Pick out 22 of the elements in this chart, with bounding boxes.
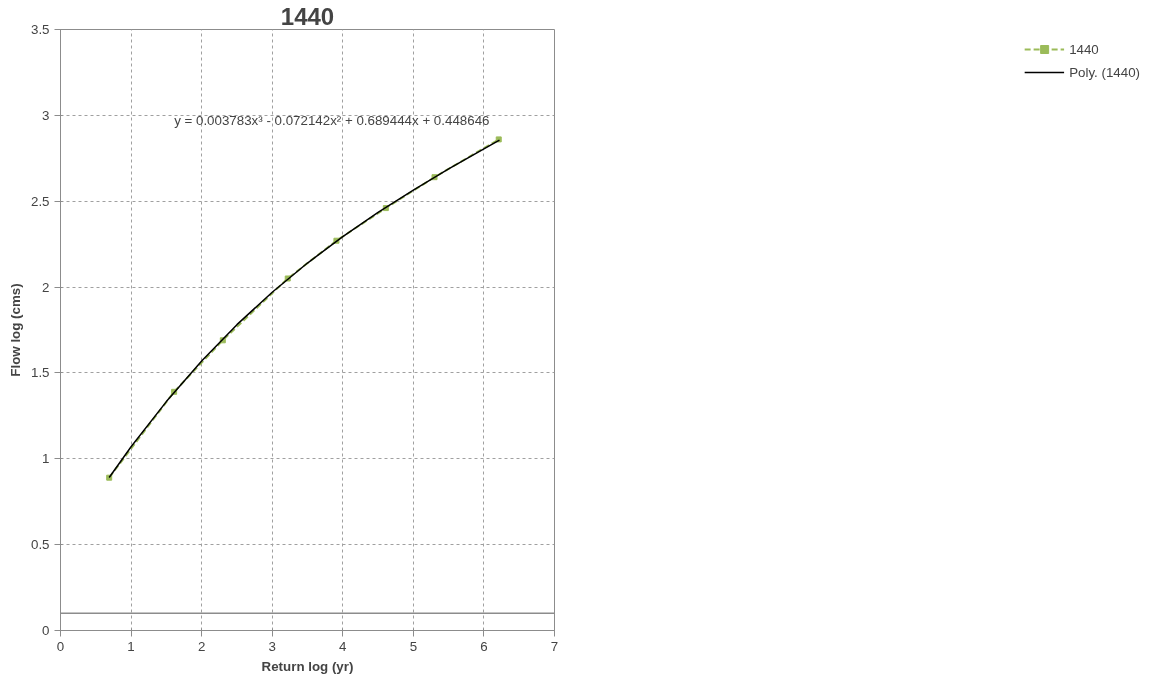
x-tick-label: 7	[550, 638, 559, 654]
y-axis-title: Flow log (cms)	[7, 283, 23, 377]
x-tick-label: 0	[56, 638, 65, 654]
y-tick-label: 0	[42, 623, 50, 638]
legend-label: Poly. (1440)	[1069, 64, 1140, 80]
y-tick-label: 2.5	[30, 193, 50, 209]
y-tick-label: 1.5	[30, 365, 50, 381]
y-tick-label: 2	[42, 279, 50, 295]
x-tick-label: 2	[197, 638, 206, 654]
y-tick-label: 1	[42, 451, 50, 467]
y-tick-label: 3	[42, 107, 50, 123]
chart-title: 1440	[280, 2, 335, 30]
y-tick-label: 0.5	[30, 537, 50, 553]
x-tick-label: 3	[268, 638, 276, 654]
x-tick-label: 6	[480, 638, 488, 654]
x-tick-label: 1	[127, 638, 135, 654]
x-tick-label: 4	[339, 638, 348, 654]
legend-label: 1440	[1069, 41, 1099, 57]
x-axis-title: Return log (yr)	[261, 658, 354, 674]
y-tick-label: 3.5	[30, 22, 50, 37]
x-tick-label: 5	[409, 638, 418, 654]
annotation: y = 0.003783x³ - 0.072142x² + 0.689444x + 0.448646	[174, 113, 490, 129]
